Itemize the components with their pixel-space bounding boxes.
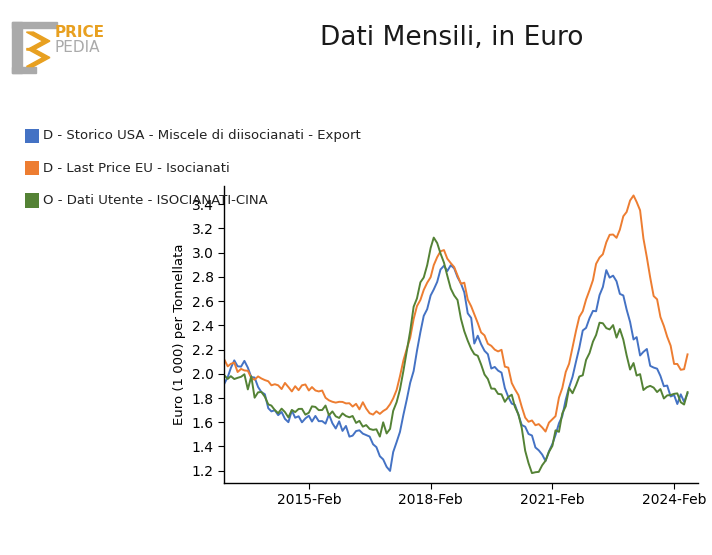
Y-axis label: Euro (1 000) per Tonnellata: Euro (1 000) per Tonnellata (173, 244, 186, 425)
Text: PEDIA: PEDIA (55, 39, 100, 54)
Polygon shape (26, 32, 50, 50)
Bar (12, 22, 21, 73)
Text: D - Storico USA - Miscele di diisocianati - Export: D - Storico USA - Miscele di diisocianat… (43, 129, 361, 143)
Text: D - Last Price EU - Isocianati: D - Last Price EU - Isocianati (43, 162, 230, 175)
Text: Dati Mensili, in Euro: Dati Mensili, in Euro (320, 25, 584, 51)
Text: O - Dati Utente - ISOCIANATI-CINA: O - Dati Utente - ISOCIANATI-CINA (43, 194, 268, 207)
Polygon shape (26, 49, 50, 67)
Text: PRICE: PRICE (55, 24, 105, 39)
Bar (12, 22, 57, 28)
Bar (12, 67, 36, 73)
